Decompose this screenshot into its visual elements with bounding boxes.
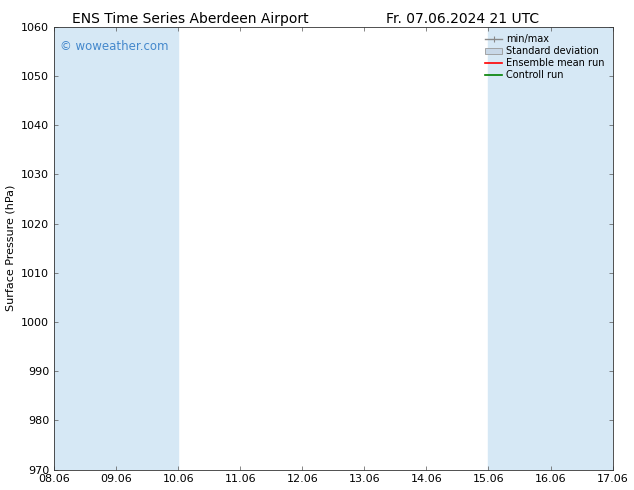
Y-axis label: Surface Pressure (hPa): Surface Pressure (hPa) xyxy=(6,185,16,311)
Text: Fr. 07.06.2024 21 UTC: Fr. 07.06.2024 21 UTC xyxy=(386,12,540,26)
Text: © woweather.com: © woweather.com xyxy=(60,40,168,53)
Legend: min/max, Standard deviation, Ensemble mean run, Controll run: min/max, Standard deviation, Ensemble me… xyxy=(482,31,608,83)
Bar xyxy=(550,27,612,469)
Bar xyxy=(116,27,178,469)
Bar xyxy=(54,27,116,469)
Bar xyxy=(519,27,550,469)
Text: ENS Time Series Aberdeen Airport: ENS Time Series Aberdeen Airport xyxy=(72,12,309,26)
Bar xyxy=(488,27,519,469)
